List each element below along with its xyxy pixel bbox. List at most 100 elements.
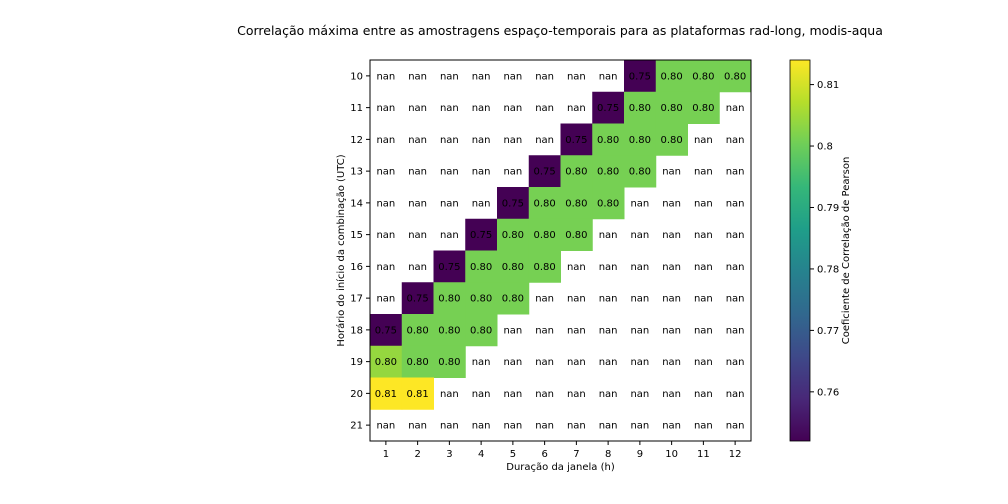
heatmap-cell-label: nan [599, 389, 618, 400]
heatmap-cell-label: nan [599, 262, 618, 273]
heatmap-cell-label: nan [662, 389, 681, 400]
axes-frame [369, 59, 752, 442]
heatmap-cell-label: nan [662, 357, 681, 368]
x-tick-label: 10 [665, 449, 678, 460]
heatmap-cell-label: nan [599, 230, 618, 241]
y-tick-label: 16 [350, 262, 363, 273]
heatmap-cell-label: nan [440, 135, 459, 146]
heatmap-cell-label: 0.80 [692, 103, 714, 114]
heatmap-cell-label: nan [472, 167, 491, 178]
heatmap-cell-label: nan [472, 71, 491, 82]
x-axis-label: Duração da janela (h) [506, 462, 615, 473]
heatmap-cell-label: nan [567, 71, 586, 82]
heatmap-cell-label: nan [472, 135, 491, 146]
heatmap-cell-label: 0.80 [375, 357, 397, 368]
heatmap-cell-label: nan [630, 262, 649, 273]
heatmap-cell [687, 91, 720, 124]
x-tick-label: 8 [605, 449, 611, 460]
heatmap-cell-label: 0.81 [375, 389, 397, 400]
heatmap-cell-label: nan [440, 198, 459, 209]
colorbar [789, 59, 811, 442]
heatmap-cell-label: nan [440, 389, 459, 400]
heatmap-cell-label: nan [408, 135, 427, 146]
heatmap-cell-label: nan [726, 389, 745, 400]
heatmap-cell-label: nan [726, 135, 745, 146]
x-tick-label: 2 [414, 449, 420, 460]
heatmap-cell-label: nan [535, 325, 554, 336]
y-tick-label: 13 [350, 167, 363, 178]
heatmap-cell-label: nan [630, 389, 649, 400]
heatmap-cell-label: 0.75 [533, 167, 555, 178]
heatmap-cell-label: nan [440, 421, 459, 432]
y-tick-label: 14 [350, 198, 363, 209]
heatmap-cell [624, 155, 657, 188]
heatmap-cell-label: nan [376, 167, 395, 178]
heatmap-cell-label: 0.80 [438, 357, 460, 368]
heatmap-cell-label: 0.75 [502, 198, 524, 209]
heatmap-cell-label: nan [376, 294, 395, 305]
heatmap-cell [592, 123, 625, 156]
heatmap-cell-label: nan [599, 294, 618, 305]
heatmap-cell-label: 0.80 [533, 230, 555, 241]
heatmap-cell-label: nan [535, 294, 554, 305]
heatmap-cell [528, 218, 561, 251]
heatmap-cell [687, 60, 720, 93]
heatmap-cell-label: 0.81 [406, 389, 428, 400]
heatmap-cell-label: nan [599, 357, 618, 368]
heatmap-cell [433, 345, 466, 378]
heatmap-cell-label: nan [472, 357, 491, 368]
heatmap-cell-label: nan [535, 103, 554, 114]
x-tick-label: 5 [510, 449, 516, 460]
heatmap-cell [719, 60, 752, 93]
colorbar-tick-label: 0.77 [817, 326, 839, 337]
heatmap-cell [560, 155, 593, 188]
heatmap-cell-label: nan [630, 357, 649, 368]
heatmap-cell-label: 0.80 [470, 325, 492, 336]
heatmap-cell-label: nan [408, 262, 427, 273]
heatmap-cell [592, 91, 625, 124]
heatmap-cell-label: nan [376, 262, 395, 273]
heatmap-cell [624, 123, 657, 156]
heatmap-cell-label: nan [503, 71, 522, 82]
heatmap-cell-label: nan [535, 357, 554, 368]
heatmap-cell-label: nan [726, 294, 745, 305]
heatmap-cell-label: nan [440, 103, 459, 114]
heatmap-cell [528, 250, 561, 283]
heatmap-cell-label: nan [726, 325, 745, 336]
heatmap-cell-label: nan [472, 421, 491, 432]
heatmap-cell-label: 0.80 [438, 294, 460, 305]
heatmap-cell-label: nan [599, 325, 618, 336]
heatmap-cell-label: 0.80 [438, 325, 460, 336]
heatmap-cell-label: nan [726, 421, 745, 432]
heatmap-cell-label: nan [472, 389, 491, 400]
y-tick-label: 17 [350, 294, 363, 305]
heatmap-cell [433, 282, 466, 315]
heatmap-cell-label: nan [503, 103, 522, 114]
heatmap-cell-label: nan [694, 198, 713, 209]
heatmap-cell [592, 187, 625, 220]
heatmap-cell [655, 91, 688, 124]
heatmap-cell [465, 282, 498, 315]
heatmap-cell-label: 0.75 [406, 294, 428, 305]
x-tick-label: 9 [637, 449, 643, 460]
heatmap-cell-label: 0.75 [565, 135, 587, 146]
heatmap-cell-label: nan [662, 325, 681, 336]
heatmap-cell-label: nan [662, 421, 681, 432]
heatmap-cell [370, 377, 403, 410]
colorbar-tick-label: 0.78 [817, 264, 839, 275]
heatmap-cell-labels: nan nan nan nan nan nan nan nan 0.75 0.80 0.80 0.80… [375, 71, 747, 431]
heatmap-cell-label: 0.80 [406, 325, 428, 336]
heatmap-cell [528, 187, 561, 220]
heatmap-cell-label: 0.80 [660, 71, 682, 82]
heatmap-cell-label: nan [630, 198, 649, 209]
heatmap-cell-label: nan [694, 357, 713, 368]
heatmap-cell [655, 123, 688, 156]
heatmap-cell-label: nan [662, 262, 681, 273]
y-tick-label: 15 [350, 230, 363, 241]
heatmap-cell-label: nan [376, 421, 395, 432]
heatmap-cell-label: nan [662, 198, 681, 209]
heatmap-cell-label: nan [503, 325, 522, 336]
heatmap-cell [370, 314, 403, 347]
heatmap-cell-label: nan [408, 71, 427, 82]
heatmap-cell-label: 0.80 [502, 262, 524, 273]
